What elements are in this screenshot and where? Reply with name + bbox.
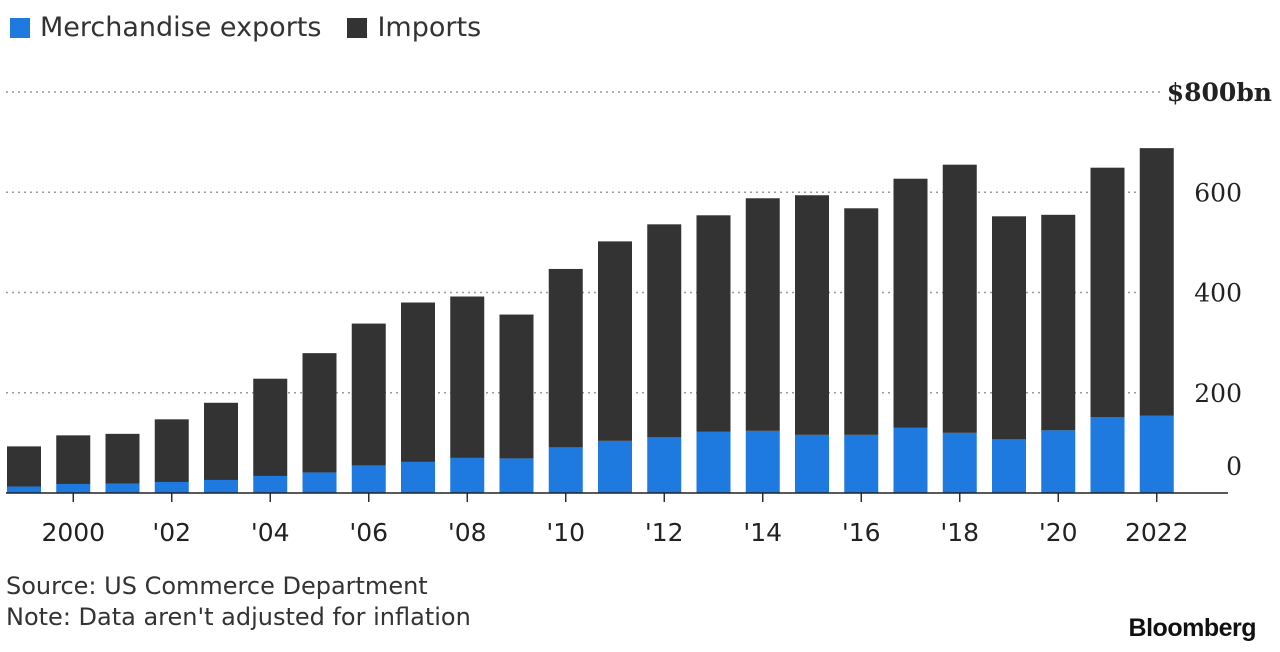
bar-exports-2015 — [795, 434, 829, 493]
bar-imports-2015 — [795, 195, 829, 435]
bar-imports-2014 — [745, 198, 780, 431]
legend-item-imports: Imports — [347, 12, 481, 43]
bar-exports-2013 — [696, 431, 731, 493]
x-tick-label-2020: '20 — [1039, 518, 1078, 547]
bar-imports-2011 — [598, 241, 632, 441]
bar-exports-2004 — [253, 475, 288, 493]
bar-exports-2016 — [844, 434, 879, 493]
source-note: Source: US Commerce Department — [6, 572, 428, 600]
bar-imports-2020 — [1041, 214, 1076, 431]
x-tick-label-2004: '04 — [251, 518, 290, 547]
x-tick-label-2002: '02 — [152, 518, 191, 547]
bar-imports-2021 — [1090, 167, 1125, 418]
x-tick-label-2008: '08 — [448, 518, 487, 547]
bar-imports-2016 — [844, 208, 879, 435]
bar-imports-2008 — [450, 296, 485, 458]
bar-imports-2000 — [56, 435, 91, 484]
x-tick-label-2022: 2022 — [1125, 518, 1189, 547]
bar-exports-2009 — [499, 458, 534, 493]
x-tick-label-2014: '14 — [743, 518, 782, 547]
y-axis-labels: 0 200 400 600 $800bn — [1167, 78, 1272, 481]
bar-exports-2017 — [893, 427, 928, 493]
bar-imports-2006 — [351, 323, 386, 466]
bar-exports-2022 — [1139, 415, 1174, 493]
legend-swatch-exports — [10, 17, 30, 38]
y-tick-label-200: 200 — [1194, 379, 1242, 408]
bar-exports-2001 — [105, 483, 140, 493]
y-tick-label-800: $800bn — [1167, 78, 1272, 107]
bar-imports-1999 — [7, 446, 41, 487]
legend-label-exports: Merchandise exports — [40, 12, 322, 43]
bar-imports-2003 — [204, 402, 238, 480]
x-axis — [6, 492, 1228, 502]
bar-exports-2014 — [745, 430, 780, 493]
bar-exports-2007 — [401, 461, 435, 493]
bar-exports-2019 — [992, 439, 1026, 493]
bar-imports-2002 — [154, 419, 189, 482]
bar-imports-2013 — [696, 215, 731, 432]
bar-exports-2021 — [1090, 417, 1125, 493]
bar-exports-2002 — [154, 481, 189, 493]
bar-exports-2005 — [302, 472, 337, 493]
bar-exports-2012 — [647, 437, 682, 493]
inflation-note: Note: Data aren't adjusted for inflation — [6, 603, 471, 631]
legend-item-exports: Merchandise exports — [10, 12, 321, 43]
x-axis-labels: 2000 '02 '04 '06 '08 '10 '12 '14 '16 '18 '20 2022 — [41, 518, 1188, 547]
x-tick-label-2010: '10 — [546, 518, 585, 547]
bar-imports-2007 — [401, 302, 435, 462]
gridlines — [6, 91, 1162, 394]
bar-imports-2005 — [302, 353, 337, 473]
bar-imports-2022 — [1139, 148, 1174, 416]
y-tick-label-600: 600 — [1194, 178, 1242, 207]
x-tick-label-2006: '06 — [349, 518, 388, 547]
bar-imports-2004 — [253, 378, 288, 476]
bar-exports-2006 — [351, 465, 386, 493]
bar-exports-2011 — [598, 440, 632, 493]
bar-exports-1999 — [7, 486, 41, 493]
bar-imports-2017 — [893, 178, 928, 428]
y-tick-label-0: 0 — [1226, 452, 1242, 481]
legend-label-imports: Imports — [377, 12, 482, 43]
chart-legend: Merchandise exports Imports — [10, 12, 481, 43]
bar-exports-2008 — [450, 457, 485, 493]
bar-exports-2018 — [942, 432, 977, 493]
x-tick-label-2000: 2000 — [41, 518, 105, 547]
bar-imports-2019 — [992, 216, 1026, 440]
bar-imports-2001 — [105, 433, 140, 484]
bar-exports-2000 — [56, 483, 91, 493]
legend-swatch-imports — [347, 17, 368, 38]
bar-exports-2010 — [548, 447, 583, 493]
bar-imports-2018 — [942, 164, 977, 433]
bar-imports-2009 — [499, 314, 534, 459]
x-tick-label-2016: '16 — [842, 518, 881, 547]
bar-exports-2020 — [1041, 430, 1076, 493]
bar-exports-2003 — [204, 479, 238, 493]
bar-imports-2010 — [548, 268, 583, 448]
y-tick-label-400: 400 — [1194, 279, 1242, 308]
stacked-bar-chart: 0 200 400 600 $800bn 2000 '02 '04 '06 '08 '10 '12 '… — [6, 78, 1272, 547]
bars — [7, 148, 1174, 493]
bloomberg-logo: Bloomberg — [1128, 614, 1257, 642]
bar-imports-2012 — [647, 224, 682, 438]
x-tick-label-2012: '12 — [645, 518, 684, 547]
x-tick-label-2018: '18 — [940, 518, 979, 547]
chart-footer: Source: US Commerce Department Note: Dat… — [6, 571, 471, 633]
